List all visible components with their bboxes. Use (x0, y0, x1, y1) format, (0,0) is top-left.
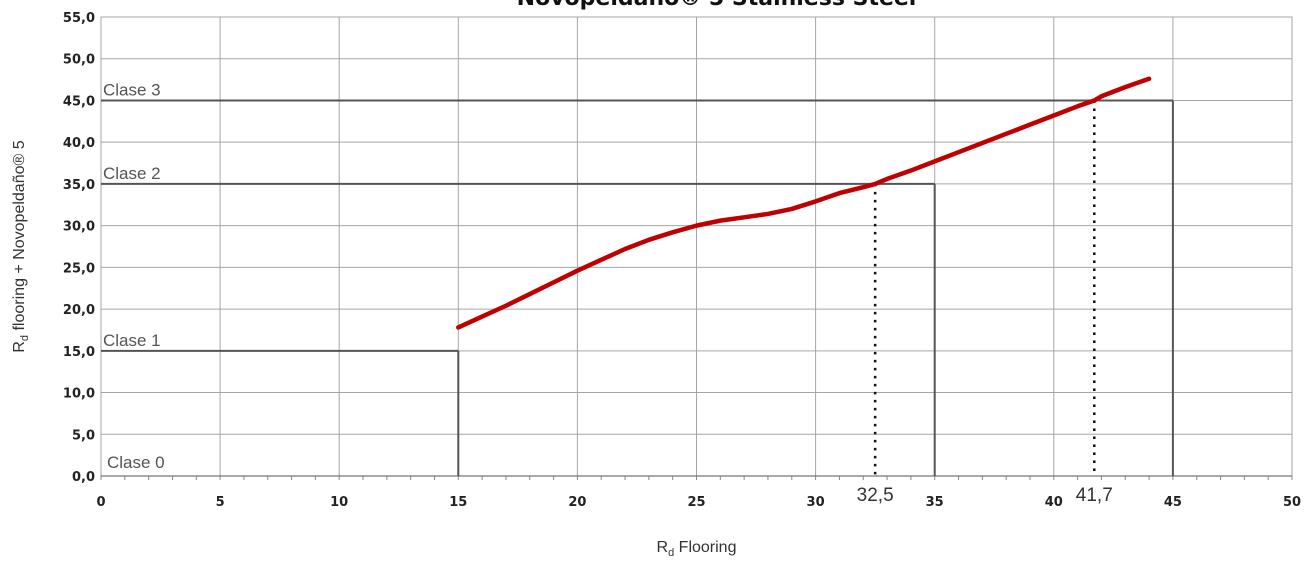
y-tick-label: 55,0 (63, 11, 95, 26)
annotation-label: 32,5 (857, 485, 894, 506)
y-tick-label: 40,0 (63, 136, 95, 151)
annotation-label: 41,7 (1076, 485, 1113, 506)
x-tick-label: 30 (807, 495, 825, 510)
x-tick-label: 20 (568, 495, 586, 510)
x-tick-label: 10 (330, 495, 348, 510)
class-label: Clase 2 (103, 164, 161, 183)
y-tick-label: 45,0 (63, 94, 95, 109)
y-tick-label: 0,0 (72, 470, 95, 485)
minor-ticks (100, 475, 1293, 480)
y-tick-label: 20,0 (63, 303, 95, 318)
y-axis-label: Rd flooring + Novopeldaño® 5 (11, 140, 31, 352)
class-label: Clase 0 (107, 453, 165, 472)
chart-title: Novopeldaño® 5 Stainless Steel (517, 0, 917, 11)
x-tick-label: 5 (216, 495, 225, 510)
x-axis-label: Rd Flooring (657, 539, 737, 559)
grid-lines (100, 16, 1293, 477)
x-tick-label: 50 (1283, 495, 1301, 510)
class-label: Clase 1 (103, 331, 161, 350)
series-line (456, 76, 1152, 330)
x-tick-label: 40 (1045, 495, 1063, 510)
y-tick-label: 15,0 (63, 345, 95, 360)
x-tick-label: 25 (687, 495, 705, 510)
class-label: Clase 3 (103, 80, 161, 99)
y-tick-label: 5,0 (72, 428, 95, 443)
series-layer (456, 76, 1152, 330)
x-tick-label: 35 (926, 495, 944, 510)
y-tick-label: 10,0 (63, 387, 95, 402)
y-tick-label: 30,0 (63, 220, 95, 235)
x-tick-label: 15 (449, 495, 467, 510)
y-tick-label: 35,0 (63, 178, 95, 193)
class-boundaries: Clase 0 Clase 1 Clase 2 Clase 3 (101, 80, 1174, 476)
y-tick-labels: 0,0 5,0 10,0 15,0 20,0 25,0 30,0 35,0 40,0 45,0 50… (63, 11, 95, 485)
x-tick-labels: 0 5 10 15 20 25 30 35 40 45 50 (96, 495, 1301, 510)
annotations: 32,5 41,7 (857, 100, 1113, 506)
y-tick-label: 50,0 (63, 53, 95, 68)
x-tick-label: 45 (1164, 495, 1182, 510)
y-tick-label: 25,0 (63, 261, 95, 276)
x-tick-label: 0 (96, 495, 105, 510)
